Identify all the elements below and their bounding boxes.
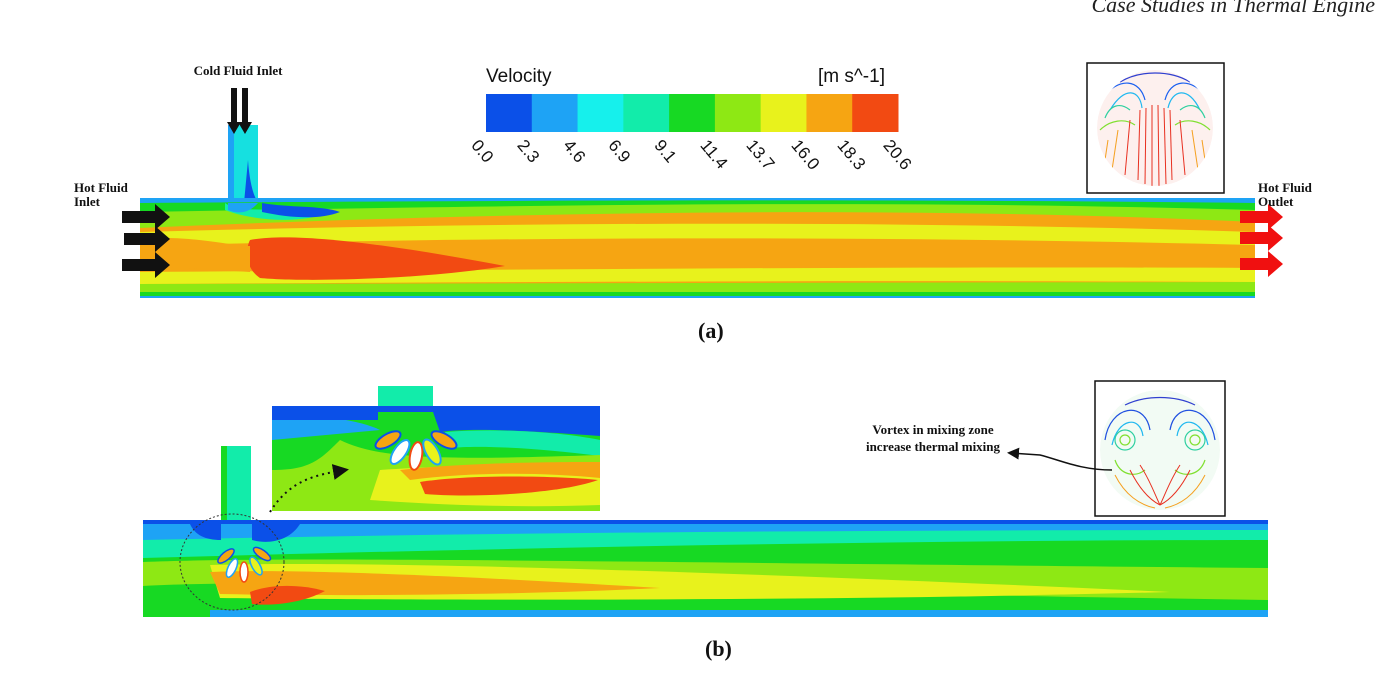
cross-section-streamlines-a [1097, 70, 1213, 186]
hot-fluid-outlet-label: Hot Fluid Outlet [1258, 180, 1312, 209]
colorbar-swatch-4 [669, 94, 716, 132]
colorbar-swatch-8 [852, 94, 899, 132]
hot-fluid-inlet-label: Hot Fluid Inlet [74, 180, 128, 209]
vortex-note-label: Vortex in mixing zone increase thermal m… [865, 422, 1001, 454]
colorbar-unit: [m s^-1] [818, 66, 885, 87]
colorbar-swatch-7 [806, 94, 853, 132]
hot-inlet-arrows [122, 204, 170, 278]
colorbar-swatch-5 [714, 94, 762, 132]
panel-b-contour [143, 446, 1268, 617]
cold-fluid-inlet-label: Cold Fluid Inlet [193, 63, 283, 78]
cross-section-streamlines-b [1100, 390, 1220, 510]
colorbar-swatch-2 [577, 94, 624, 132]
caption-b: (b) [705, 636, 732, 661]
zoom-inset-contour [272, 386, 600, 511]
colorbar-swatch-6 [760, 94, 807, 132]
cold-inlet-arrows [227, 88, 252, 134]
colorbar-swatch-0 [486, 94, 533, 132]
journal-header: Case Studies in Thermal Engine [1091, 0, 1375, 17]
velocity-colorbar [486, 94, 899, 132]
colorbar-swatch-3 [623, 94, 670, 132]
mixing-zone-outline [179, 513, 285, 611]
colorbar-swatch-1 [531, 94, 579, 132]
vortex-note-arrow [1007, 447, 1113, 471]
blade-group-zoom [374, 430, 458, 471]
caption-a: (a) [698, 318, 724, 343]
colorbar-title: Velocity [486, 66, 552, 87]
hot-outlet-arrows [1240, 204, 1283, 277]
blade-group-main [217, 546, 272, 583]
